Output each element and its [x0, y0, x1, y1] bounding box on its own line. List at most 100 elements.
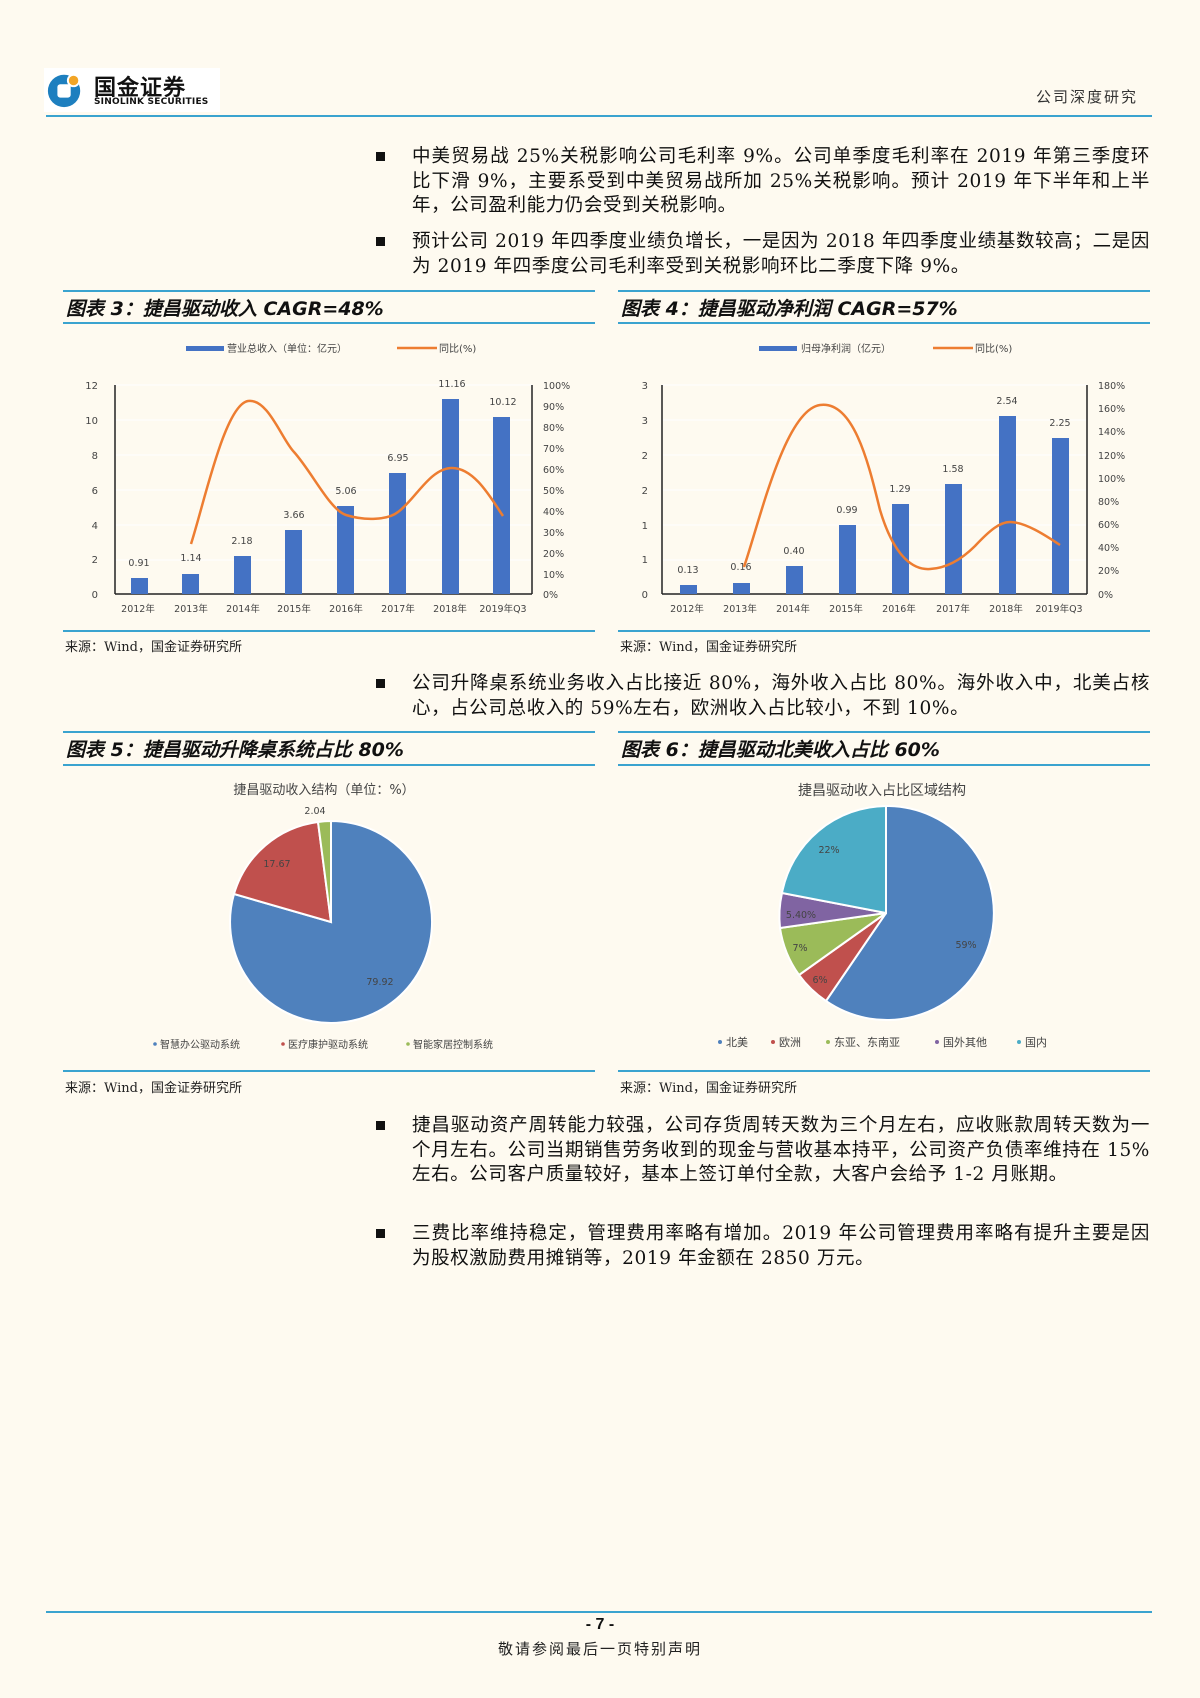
paragraph-asset-turnover: 捷昌驱动资产周转能力较强，公司存货周转天数为三个月左右，应收账款周转天数为一个月… — [376, 1114, 1150, 1188]
svg-text:2018年: 2018年 — [989, 603, 1023, 615]
svg-text:0.13: 0.13 — [677, 565, 698, 576]
svg-text:2016年: 2016年 — [329, 603, 363, 615]
svg-text:100%: 100% — [1098, 474, 1125, 485]
svg-text:2012年: 2012年 — [121, 603, 155, 615]
svg-text:2012年: 2012年 — [670, 603, 704, 615]
svg-text:2.04: 2.04 — [304, 806, 325, 817]
fig6-region-pie: 捷昌驱动收入占比区域结构 22% 5.40% 7% 6% 59% 北美 欧洲 东… — [718, 783, 1047, 1049]
paragraph-text: 捷昌驱动资产周转能力较强，公司存货周转天数为三个月左右，应收账款周转天数为一个月… — [412, 1115, 1150, 1185]
fig4-profit-chart: 归母净利润（亿元） 同比(%) 3 3 2 2 1 1 0 180% 160% 140% 12… — [642, 342, 1126, 615]
document-type: 公司深度研究 — [1035, 88, 1138, 106]
svg-text:3: 3 — [642, 381, 648, 392]
svg-text:3.66: 3.66 — [283, 510, 304, 521]
footer-rule — [46, 1611, 1152, 1613]
svg-text:2019年Q3: 2019年Q3 — [479, 603, 526, 615]
svg-text:17.67: 17.67 — [263, 859, 290, 870]
svg-text:2: 2 — [92, 555, 98, 566]
fig3-bottom-rule — [63, 630, 595, 632]
fig3-revenue-chart: 营业总收入（单位：亿元） 同比(%) 12 10 8 6 4 2 0 100% 90% 80%… — [85, 342, 570, 615]
svg-text:11.16: 11.16 — [438, 379, 465, 390]
logo-mark-icon — [47, 73, 81, 108]
svg-text:0: 0 — [92, 590, 98, 601]
svg-text:3: 3 — [642, 416, 648, 427]
svg-text:1.29: 1.29 — [889, 484, 910, 495]
svg-text:140%: 140% — [1098, 427, 1125, 438]
fig5-title-rule — [63, 764, 595, 766]
svg-text:8: 8 — [92, 451, 98, 462]
svg-text:40%: 40% — [1098, 543, 1119, 554]
svg-text:5.06: 5.06 — [335, 486, 356, 497]
fig5-product-pie: 捷昌驱动收入结构（单位：%） 17.67 79.92 2.04 智慧办公驱动系统… — [153, 783, 493, 1051]
svg-text:2017年: 2017年 — [936, 603, 970, 615]
fig5-top-rule — [63, 731, 595, 733]
fig6-title: 图表 6：捷昌驱动北美收入占比 60% — [621, 739, 940, 761]
svg-text:2.18: 2.18 — [231, 536, 252, 547]
svg-text:180%: 180% — [1098, 381, 1125, 392]
bullet-icon — [376, 152, 385, 161]
svg-text:1.58: 1.58 — [942, 464, 963, 475]
svg-text:90%: 90% — [543, 402, 564, 413]
svg-text:智能家居控制系统: 智能家居控制系统 — [413, 1038, 493, 1051]
svg-text:2017年: 2017年 — [381, 603, 415, 615]
svg-text:2: 2 — [642, 486, 648, 497]
svg-text:1: 1 — [642, 555, 648, 566]
svg-text:0%: 0% — [1098, 590, 1113, 601]
bullet-icon — [376, 679, 385, 688]
svg-text:智慧办公驱动系统: 智慧办公驱动系统 — [160, 1038, 240, 1051]
svg-text:2014年: 2014年 — [776, 603, 810, 615]
svg-text:6%: 6% — [812, 975, 827, 986]
svg-text:160%: 160% — [1098, 404, 1125, 415]
svg-text:20%: 20% — [543, 549, 564, 560]
svg-text:100%: 100% — [543, 381, 570, 392]
svg-text:6.95: 6.95 — [387, 453, 408, 464]
paragraph-text: 预计公司 2019 年四季度业绩负增长，一是因为 2018 年四季度业绩基数较高… — [412, 231, 1150, 277]
svg-text:7%: 7% — [792, 943, 807, 954]
svg-text:2013年: 2013年 — [723, 603, 757, 615]
fig5-bottom-rule — [63, 1070, 595, 1072]
svg-text:79.92: 79.92 — [366, 977, 393, 988]
svg-text:捷昌驱动收入结构（单位：%）: 捷昌驱动收入结构（单位：%） — [233, 783, 414, 798]
svg-text:国外其他: 国外其他 — [943, 1036, 987, 1049]
svg-text:70%: 70% — [543, 444, 564, 455]
svg-text:30%: 30% — [543, 528, 564, 539]
svg-text:营业总收入（单位：亿元）: 营业总收入（单位：亿元） — [227, 342, 347, 355]
fig4-title-rule — [618, 322, 1150, 324]
svg-text:0.16: 0.16 — [730, 562, 751, 573]
svg-text:40%: 40% — [543, 507, 564, 518]
svg-text:东亚、东南亚: 东亚、东南亚 — [834, 1036, 900, 1049]
svg-text:2: 2 — [642, 451, 648, 462]
svg-text:0%: 0% — [543, 590, 558, 601]
svg-text:5.40%: 5.40% — [786, 910, 816, 921]
svg-text:2.25: 2.25 — [1049, 418, 1070, 429]
fig6-source: 来源：Wind，国金证券研究所 — [620, 1081, 797, 1096]
bullet-icon — [376, 237, 385, 246]
svg-text:0: 0 — [642, 590, 648, 601]
svg-text:0.40: 0.40 — [783, 546, 804, 557]
company-logo: 国金证券 SINOLINK SECURITIES — [44, 68, 220, 112]
svg-text:1.14: 1.14 — [180, 553, 201, 564]
svg-text:医疗康护驱动系统: 医疗康护驱动系统 — [288, 1038, 368, 1051]
header-rule — [46, 115, 1152, 117]
svg-text:4: 4 — [92, 521, 98, 532]
page-number: - 7 - — [585, 1616, 615, 1633]
svg-text:2015年: 2015年 — [829, 603, 863, 615]
fig6-title-rule — [618, 764, 1150, 766]
paragraph-tariff-impact: 中美贸易战 25%关税影响公司毛利率 9%。公司单季度毛利率在 2019 年第三… — [376, 145, 1150, 219]
svg-text:归母净利润（亿元）: 归母净利润（亿元） — [801, 342, 891, 355]
fig5-source: 来源：Wind，国金证券研究所 — [65, 1081, 242, 1096]
svg-text:10%: 10% — [543, 570, 564, 581]
fig6-bottom-rule — [618, 1070, 1150, 1072]
svg-text:欧洲: 欧洲 — [779, 1036, 801, 1049]
svg-text:10.12: 10.12 — [489, 397, 516, 408]
svg-text:120%: 120% — [1098, 451, 1125, 462]
svg-text:2013年: 2013年 — [174, 603, 208, 615]
svg-text:0.91: 0.91 — [128, 558, 149, 569]
svg-text:6: 6 — [92, 486, 98, 497]
svg-text:1: 1 — [642, 521, 648, 532]
svg-text:2016年: 2016年 — [882, 603, 916, 615]
fig4-title: 图表 4：捷昌驱动净利润 CAGR=57% — [621, 298, 958, 320]
svg-text:同比(%): 同比(%) — [975, 343, 1012, 355]
svg-text:2015年: 2015年 — [277, 603, 311, 615]
fig4-top-rule — [618, 290, 1150, 292]
svg-text:59%: 59% — [955, 940, 976, 951]
